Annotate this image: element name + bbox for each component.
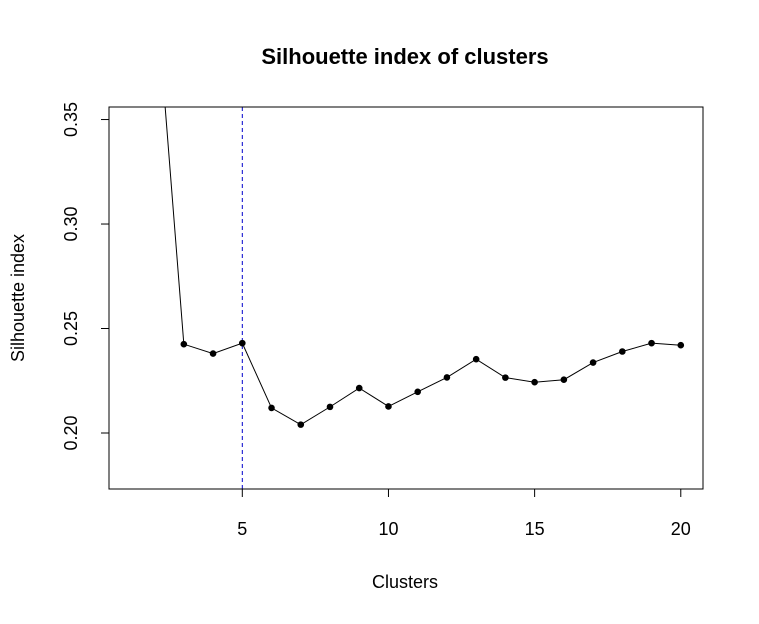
data-point — [648, 339, 655, 347]
x-tick-label: 10 — [378, 519, 398, 539]
x-tick-label: 15 — [525, 519, 545, 539]
data-point — [209, 350, 217, 357]
data-point — [531, 378, 538, 386]
y-tick-label: 0.35 — [61, 102, 81, 137]
data-point — [589, 359, 597, 366]
data-point — [326, 403, 334, 411]
data-point — [355, 384, 363, 392]
y-tick-label: 0.20 — [61, 415, 81, 450]
data-point — [472, 355, 480, 363]
data-point — [619, 348, 626, 355]
data-point — [385, 403, 392, 410]
data-point — [238, 339, 246, 347]
data-point — [677, 341, 685, 349]
data-point — [297, 421, 305, 428]
data-point — [180, 340, 188, 348]
y-tick-label: 0.25 — [61, 311, 81, 346]
data-point — [268, 404, 275, 412]
data-point — [502, 374, 509, 381]
plot-frame — [108, 106, 704, 490]
data-point — [560, 376, 568, 384]
plot-area — [164, 107, 685, 489]
chart-title: Silhouette index of clusters — [261, 44, 548, 69]
x-axis: 5 10 15 20 — [237, 489, 691, 539]
y-axis-label: Silhouette index — [8, 234, 28, 362]
y-tick-label: 0.30 — [61, 207, 81, 242]
y-axis: 0.20 0.25 0.30 0.35 — [61, 102, 109, 451]
x-tick-label: 5 — [237, 519, 247, 539]
data-point — [443, 374, 451, 381]
data-point — [414, 388, 421, 396]
x-tick-label: 20 — [671, 519, 691, 539]
x-axis-label: Clusters — [372, 572, 438, 592]
